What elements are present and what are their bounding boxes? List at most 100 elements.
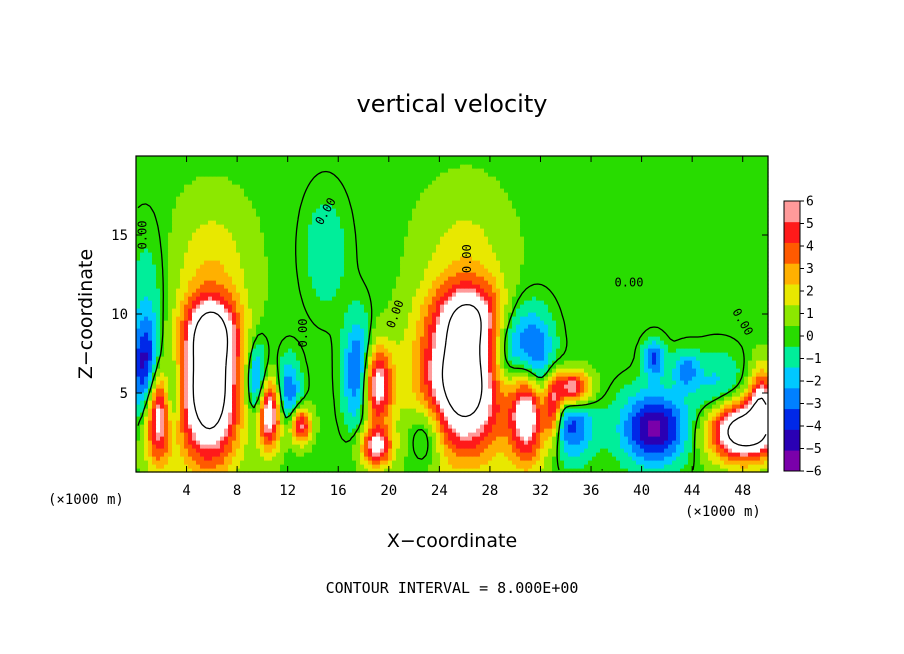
heatmap-cell (188, 344, 193, 349)
heatmap-cell (300, 396, 305, 401)
heatmap-cell (372, 380, 377, 385)
heatmap-cell (212, 392, 217, 397)
heatmap-cell (228, 456, 233, 461)
heatmap-cell (248, 360, 253, 365)
heatmap-cell (340, 384, 345, 389)
heatmap-cell (164, 464, 169, 469)
heatmap-cell (716, 388, 721, 393)
heatmap-cell (544, 420, 549, 425)
heatmap-cell (748, 392, 753, 397)
heatmap-cell (348, 444, 353, 449)
heatmap-cell (388, 384, 393, 389)
heatmap-cell (148, 356, 153, 361)
heatmap-cell (296, 416, 301, 421)
heatmap-cell (596, 416, 601, 421)
heatmap-cell (300, 416, 305, 421)
heatmap-cell (336, 432, 341, 437)
heatmap-cell (196, 404, 201, 409)
heatmap-cell (544, 368, 549, 373)
heatmap-cell (248, 364, 253, 369)
heatmap-cell (240, 440, 245, 445)
heatmap-cell (692, 392, 697, 397)
heatmap-cell (752, 360, 757, 365)
heatmap-cell (548, 464, 553, 469)
heatmap-cell (568, 372, 573, 377)
heatmap-cell (204, 444, 209, 449)
heatmap-cell (184, 448, 189, 453)
heatmap-cell (456, 436, 461, 441)
heatmap-cell (368, 400, 373, 405)
heatmap-cell (652, 452, 657, 457)
heatmap-cell (480, 448, 485, 453)
heatmap-cell (296, 364, 301, 369)
heatmap-cell (304, 368, 309, 373)
heatmap-cell (176, 396, 181, 401)
heatmap-cell (504, 452, 509, 457)
heatmap-cell (648, 352, 653, 357)
heatmap-cell (364, 444, 369, 449)
heatmap-cell (628, 440, 633, 445)
heatmap-cell (532, 432, 537, 437)
heatmap-cell (188, 432, 193, 437)
heatmap-cell (520, 428, 525, 433)
heatmap-cell (216, 392, 221, 397)
heatmap-cell (500, 448, 505, 453)
heatmap-cell (272, 376, 277, 381)
heatmap-cell (144, 428, 149, 433)
heatmap-cell (616, 460, 621, 465)
heatmap-cell (476, 376, 481, 381)
heatmap-cell (328, 376, 333, 381)
heatmap-cell (584, 444, 589, 449)
heatmap-cell (632, 424, 637, 429)
heatmap-cell (324, 416, 329, 421)
heatmap-cell (180, 388, 185, 393)
heatmap-cell (244, 380, 249, 385)
heatmap-cell (328, 368, 333, 373)
heatmap-cell (648, 424, 653, 429)
heatmap-cell (400, 364, 405, 369)
heatmap-cell (304, 396, 309, 401)
heatmap-cell (516, 440, 521, 445)
heatmap-cell (628, 372, 633, 377)
heatmap-cell (616, 388, 621, 393)
heatmap-cell (348, 412, 353, 417)
heatmap-cell (464, 352, 469, 357)
heatmap-cell (224, 392, 229, 397)
heatmap-cell (700, 404, 705, 409)
heatmap-cell (504, 432, 509, 437)
heatmap-cell (500, 344, 505, 349)
heatmap-cell (352, 412, 357, 417)
heatmap-cell (616, 452, 621, 457)
heatmap-cell (412, 348, 417, 353)
heatmap-cell (560, 392, 565, 397)
heatmap-cell (432, 344, 437, 349)
heatmap-cell (144, 352, 149, 357)
heatmap-cell (220, 464, 225, 469)
heatmap-cell (416, 360, 421, 365)
heatmap-cell (552, 404, 557, 409)
heatmap-cell (520, 424, 525, 429)
heatmap-cell (544, 380, 549, 385)
heatmap-cell (176, 404, 181, 409)
heatmap-cell (384, 372, 389, 377)
heatmap-cell (424, 376, 429, 381)
heatmap-cell (156, 432, 161, 437)
heatmap-cell (640, 456, 645, 461)
heatmap-cell (664, 404, 669, 409)
heatmap-cell (572, 400, 577, 405)
heatmap-cell (264, 404, 269, 409)
heatmap-cell (504, 368, 509, 373)
heatmap-cell (748, 452, 753, 457)
heatmap-cell (208, 420, 213, 425)
heatmap-cell (432, 424, 437, 429)
heatmap-cell (524, 464, 529, 469)
heatmap-cell (592, 448, 597, 453)
heatmap-cell (456, 420, 461, 425)
heatmap-cell (672, 456, 677, 461)
heatmap-cell (724, 456, 729, 461)
heatmap-cell (440, 400, 445, 405)
heatmap-cell (468, 344, 473, 349)
heatmap-cell (460, 424, 465, 429)
heatmap-cell (716, 348, 721, 353)
heatmap-cell (580, 372, 585, 377)
